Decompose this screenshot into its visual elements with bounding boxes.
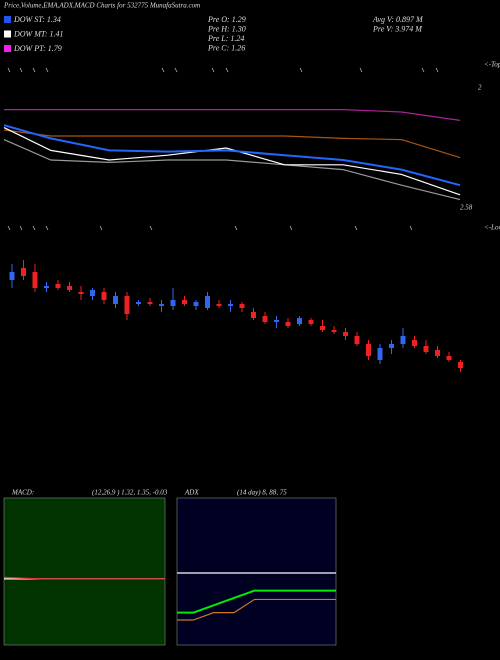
tick-decoration [45, 225, 49, 231]
candle-body [377, 348, 383, 360]
stat-label: Pre O: 1.29 [207, 15, 246, 24]
tick-decoration [225, 67, 229, 73]
candle-body [193, 302, 199, 306]
candle-body [343, 332, 348, 336]
candle-body [78, 292, 84, 294]
panel-subtitle: (12,26,9 ) 1.32, 1.35, -0.03 [92, 489, 168, 497]
candle-body [366, 344, 371, 356]
series-line [3, 139, 461, 201]
candle-body [389, 344, 394, 348]
stat-label: Pre L: 1.24 [207, 34, 244, 43]
candle-body [262, 316, 268, 322]
legend-label: DOW ST: 1.34 [13, 15, 61, 24]
tick-decoration [7, 225, 11, 231]
candle-body [124, 296, 130, 314]
candle-body [9, 272, 15, 280]
tick-decoration [289, 225, 293, 231]
candle-body [320, 326, 325, 330]
candle-body [32, 272, 38, 288]
candle-body [90, 290, 95, 296]
candle-body [113, 296, 118, 304]
series-line [3, 124, 461, 187]
series-line [3, 129, 461, 159]
candle-body [251, 312, 256, 318]
candle-body [446, 356, 452, 360]
legend-label: DOW MT: 1.41 [13, 29, 64, 38]
legend-swatch [4, 45, 11, 52]
candle-body [331, 330, 337, 332]
tick-decoration [421, 67, 425, 73]
candle-body [159, 304, 164, 306]
tick-decoration [234, 225, 238, 231]
candle-body [297, 318, 302, 324]
candle-body [412, 340, 417, 346]
candle-body [136, 302, 141, 304]
tick-decoration [19, 67, 23, 73]
candle-body [435, 350, 440, 356]
candle-body [67, 286, 72, 290]
candle-body [423, 346, 429, 352]
candle-body [239, 304, 245, 308]
candle-body [308, 320, 314, 324]
series-line [3, 576, 165, 580]
candle-body [21, 268, 26, 276]
tick-decoration [174, 67, 178, 73]
series-line [4, 109, 461, 121]
tick-decoration [299, 67, 303, 73]
candle-body [216, 304, 222, 306]
legend-label: DOW PT: 1.79 [13, 44, 62, 53]
panel-title: ADX [184, 489, 199, 497]
tick-decoration [354, 225, 358, 231]
series-line [177, 589, 336, 614]
stat-label: Avg V: 0.897 M [372, 15, 424, 24]
panel-title: MACD: [11, 489, 34, 497]
stat-label: Pre V: 3.974 M [372, 24, 423, 33]
tick-decoration [7, 67, 11, 73]
candle-body [274, 320, 279, 322]
tick-decoration [161, 67, 165, 73]
tick-decoration [19, 225, 23, 231]
candle-body [285, 322, 291, 326]
candle-body [55, 284, 61, 288]
stat-label: Pre H: 1.30 [207, 24, 246, 33]
candle-body [44, 286, 49, 288]
chart-title: Price,Volume,EMA,ADX,MACD Charts for 532… [3, 2, 200, 10]
tick-decoration [149, 225, 153, 231]
candle-body [182, 300, 187, 304]
tick-decoration [211, 67, 215, 73]
legend-swatch [4, 30, 11, 38]
candle-body [458, 362, 463, 368]
series-line [177, 598, 336, 621]
tick-decoration [45, 67, 49, 73]
annotation: 2 [478, 84, 482, 92]
candle-body [101, 292, 107, 300]
candle-body [228, 304, 233, 306]
candle-body [400, 336, 406, 344]
legend-swatch [4, 16, 11, 23]
tick-decoration [32, 225, 36, 231]
panel-subtitle: (14 day) 8, 88, 75 [237, 489, 287, 497]
annotation: <-Tops [484, 61, 500, 69]
tick-decoration [409, 225, 413, 231]
candle-body [147, 302, 153, 304]
tick-decoration [99, 225, 103, 231]
candle-body [205, 296, 210, 308]
candle-body [354, 336, 360, 344]
tick-decoration [435, 67, 439, 73]
stat-label: Pre C: 1.26 [207, 43, 245, 52]
series-line [3, 127, 461, 196]
tick-decoration [359, 67, 363, 73]
candle-body [170, 300, 176, 306]
annotation: 2.58 [460, 204, 473, 212]
annotation: <-Lows [484, 224, 500, 232]
panel-background [176, 497, 337, 646]
tick-decoration [32, 67, 36, 73]
panel-background [3, 497, 166, 646]
